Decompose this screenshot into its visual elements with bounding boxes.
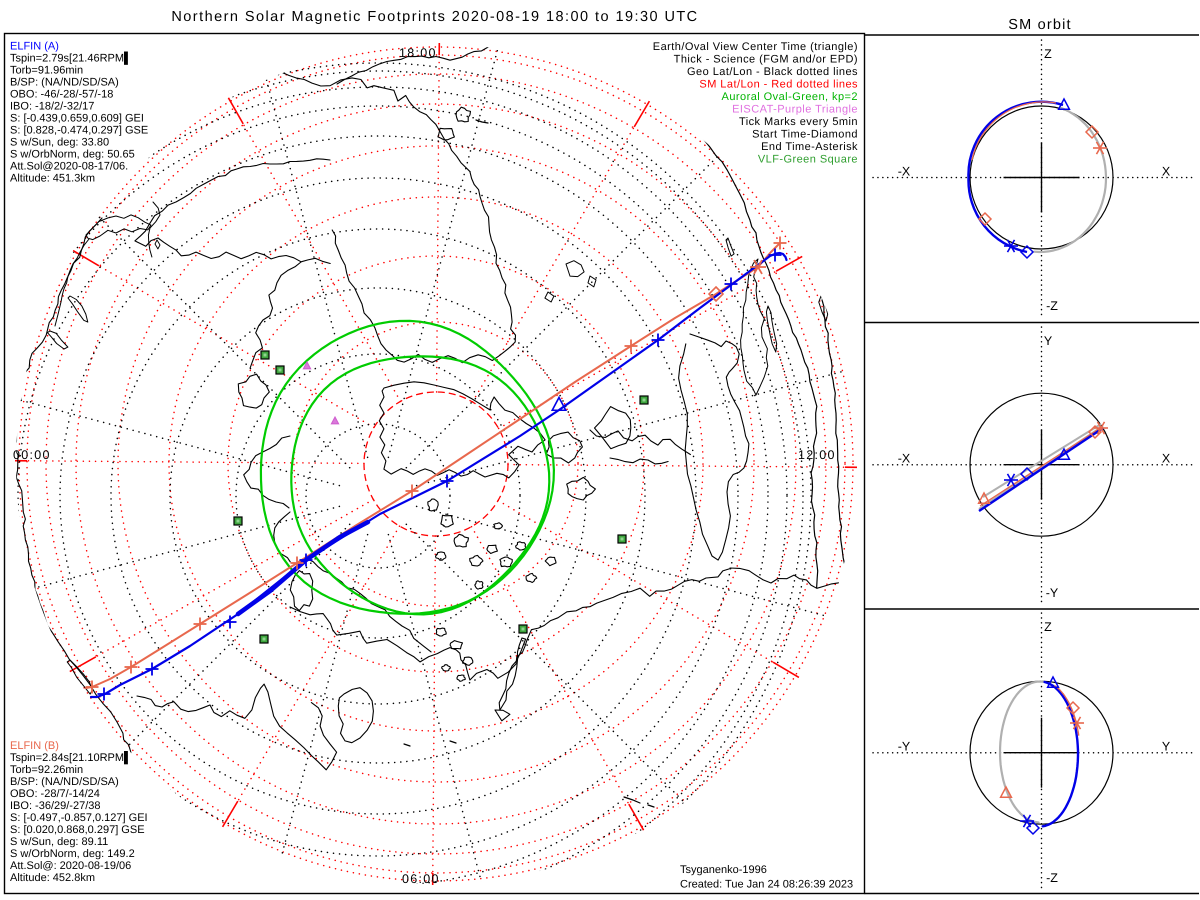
svg-text:ELFIN (B): ELFIN (B) [10,740,59,752]
svg-text:X: X [1162,452,1171,466]
svg-text:IBO: -36/29/-27/38: IBO: -36/29/-27/38 [10,800,101,812]
svg-text:00:00: 00:00 [13,448,51,462]
svg-text:-Z: -Z [1046,299,1058,313]
svg-text:Tick Marks every 5min: Tick Marks every 5min [739,116,858,128]
svg-text:S: [-0.439,0.659,0.609] GEI: S: [-0.439,0.659,0.609] GEI [10,113,144,125]
svg-text:Created: Tue Jan 24 08:26:39 2: Created: Tue Jan 24 08:26:39 2023 [680,879,853,891]
svg-text:Auroral Oval-Green, kp=2: Auroral Oval-Green, kp=2 [722,91,858,103]
svg-text:Tspin=2.79s[21.46RPM▌: Tspin=2.79s[21.46RPM▌ [10,51,132,66]
svg-text:-Y: -Y [1046,586,1059,600]
svg-text:Z: Z [1044,47,1052,61]
svg-text:Geo Lat/Lon - Black dotted lin: Geo Lat/Lon - Black dotted lines [687,66,858,78]
svg-text:B/SP: (NA/ND/SD/SA): B/SP: (NA/ND/SD/SA) [10,77,119,89]
svg-text:Tsyganenko-1996: Tsyganenko-1996 [680,864,767,876]
svg-text:-Z: -Z [1046,871,1058,885]
svg-text:Altitude: 451.3km: Altitude: 451.3km [10,173,95,185]
svg-text:OBO: -28/7/-14/24: OBO: -28/7/-14/24 [10,788,100,800]
svg-text:EISCAT-Purple Triangle: EISCAT-Purple Triangle [732,104,858,116]
svg-text:Altitude: 452.8km: Altitude: 452.8km [10,872,95,884]
svg-text:06:00: 06:00 [402,872,440,886]
svg-text:S w/OrbNorm, deg: 149.2: S w/OrbNorm, deg: 149.2 [10,848,135,860]
svg-text:-X: -X [898,452,911,466]
svg-text:Start Time-Diamond: Start Time-Diamond [752,129,858,141]
svg-text:OBO: -46/-28/-57/-18: OBO: -46/-28/-57/-18 [10,89,113,101]
svg-text:SM orbit: SM orbit [1008,17,1072,33]
svg-text:Earth/Oval View Center Time (t: Earth/Oval View Center Time (triangle) [653,41,858,53]
svg-text:S: [0.828,-0.474,0.297] GSE: S: [0.828,-0.474,0.297] GSE [10,125,148,137]
svg-text:Z: Z [1044,620,1052,634]
svg-text:VLF-Green Square: VLF-Green Square [758,154,858,166]
svg-text:End Time-Asterisk: End Time-Asterisk [761,141,858,153]
svg-text:-X: -X [898,165,911,179]
svg-text:Att.Sol@: 2020-08-19/06: Att.Sol@: 2020-08-19/06 [10,860,131,872]
svg-text:S: [0.020,0.868,0.297] GSE: S: [0.020,0.868,0.297] GSE [10,824,145,836]
svg-text:Att.Sol@2020-08-17/06.: Att.Sol@2020-08-17/06. [10,161,128,173]
svg-text:Y: Y [1044,334,1053,348]
svg-text:SM Lat/Lon - Red dotted lines: SM Lat/Lon - Red dotted lines [699,79,858,91]
svg-text:Y: Y [1162,740,1171,754]
svg-text:Northern Solar Magnetic Footpr: Northern Solar Magnetic Footprints 2020-… [171,9,698,25]
svg-text:IBO: -18/2/-32/17: IBO: -18/2/-32/17 [10,101,94,113]
svg-text:S: [-0.497,-0.857,0.127] GEI: S: [-0.497,-0.857,0.127] GEI [10,812,148,824]
svg-text:12:00: 12:00 [798,448,836,462]
svg-text:S w/OrbNorm, deg: 50.65: S w/OrbNorm, deg: 50.65 [10,149,135,161]
svg-text:B/SP: (NA/ND/SD/SA): B/SP: (NA/ND/SD/SA) [10,776,119,788]
svg-text:Torb=92.26min: Torb=92.26min [10,764,83,776]
svg-text:-Y: -Y [898,740,911,754]
svg-text:Thick - Science (FGM and/or EP: Thick - Science (FGM and/or EPD) [674,54,858,66]
svg-text:Tspin=2.84s[21.10RPM▌: Tspin=2.84s[21.10RPM▌ [10,750,132,765]
svg-text:X: X [1162,165,1171,179]
svg-text:ELFIN (A): ELFIN (A) [10,41,59,53]
svg-text:S w/Sun, deg: 89.11: S w/Sun, deg: 89.11 [10,836,108,848]
svg-text:Torb=91.96min: Torb=91.96min [10,65,83,77]
svg-text:S w/Sun, deg: 33.80: S w/Sun, deg: 33.80 [10,137,109,149]
